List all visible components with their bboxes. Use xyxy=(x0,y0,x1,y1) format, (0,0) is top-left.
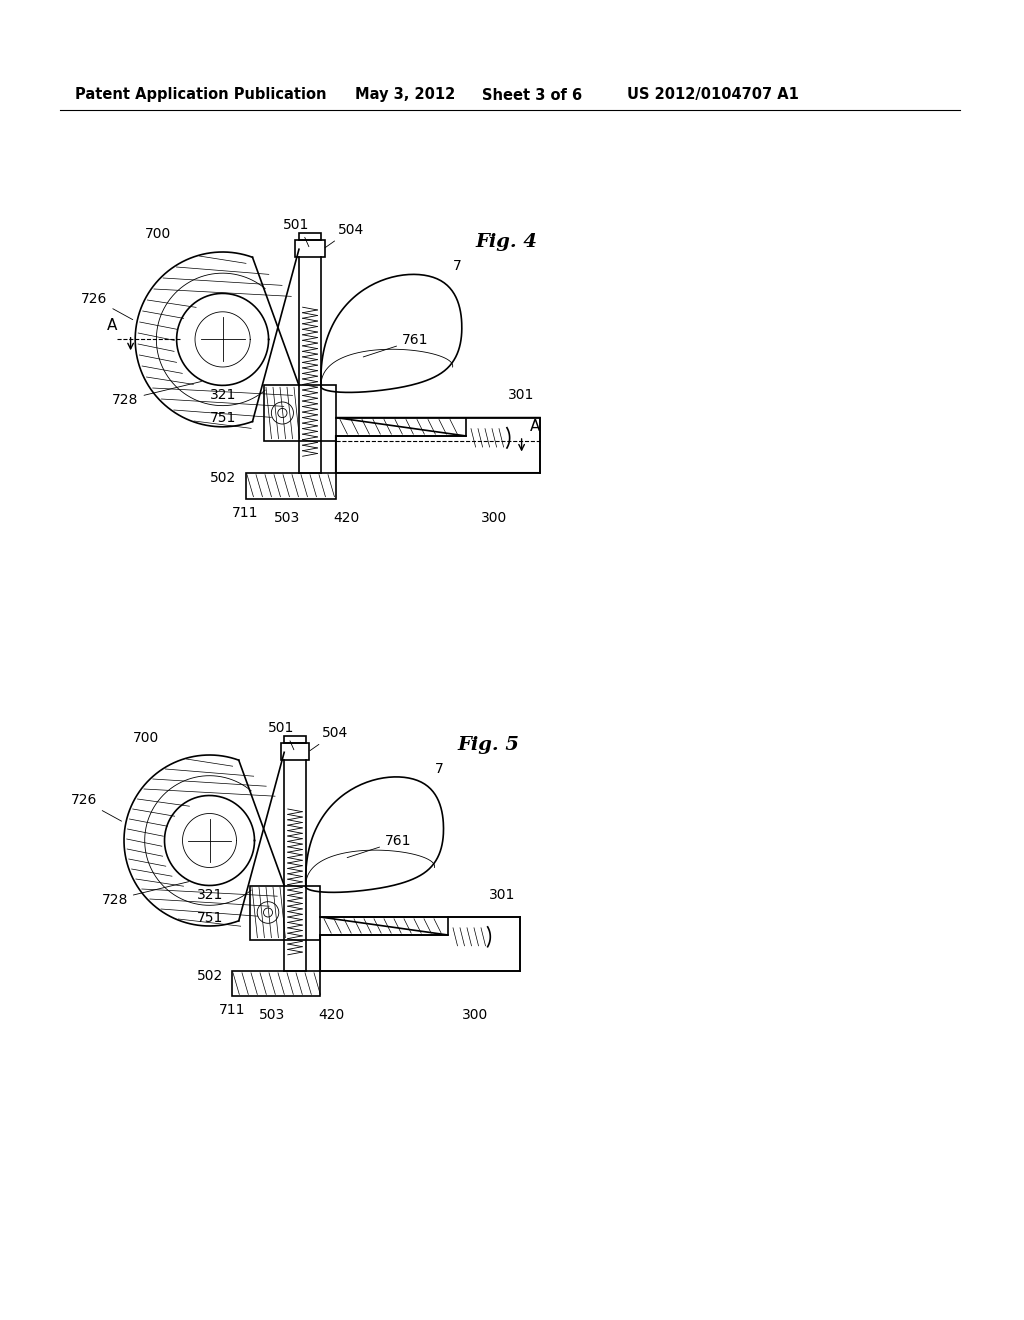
Text: 501: 501 xyxy=(283,218,309,247)
Bar xyxy=(264,385,336,441)
Bar xyxy=(246,473,336,499)
Text: 711: 711 xyxy=(231,506,258,520)
Text: 504: 504 xyxy=(326,223,364,248)
Text: 504: 504 xyxy=(310,726,348,751)
Text: 711: 711 xyxy=(218,1003,245,1018)
Text: Patent Application Publication: Patent Application Publication xyxy=(75,87,327,103)
Text: 728: 728 xyxy=(113,381,202,407)
Text: 761: 761 xyxy=(347,834,412,858)
Text: 301: 301 xyxy=(508,388,535,403)
Text: 502: 502 xyxy=(197,969,223,983)
Text: May 3, 2012: May 3, 2012 xyxy=(355,87,456,103)
Text: A: A xyxy=(530,420,541,434)
Text: 700: 700 xyxy=(144,227,171,242)
Text: Sheet 3 of 6: Sheet 3 of 6 xyxy=(482,87,582,103)
Text: 7: 7 xyxy=(453,260,462,273)
Bar xyxy=(250,886,321,940)
Text: 321: 321 xyxy=(210,388,237,403)
Bar xyxy=(232,972,321,997)
Text: 751: 751 xyxy=(197,911,223,924)
Text: US 2012/0104707 A1: US 2012/0104707 A1 xyxy=(627,87,799,103)
Text: 726: 726 xyxy=(81,292,133,319)
Text: 503: 503 xyxy=(259,1007,286,1022)
Text: 301: 301 xyxy=(488,888,515,902)
Text: 321: 321 xyxy=(197,888,223,902)
Bar xyxy=(299,232,322,240)
Bar xyxy=(285,737,306,743)
Text: 300: 300 xyxy=(481,511,507,524)
Text: 502: 502 xyxy=(210,471,237,484)
Text: 728: 728 xyxy=(101,882,188,907)
Text: 726: 726 xyxy=(71,793,122,821)
Text: 751: 751 xyxy=(210,412,237,425)
Text: 7: 7 xyxy=(434,762,443,776)
Text: 761: 761 xyxy=(364,333,428,356)
Text: 420: 420 xyxy=(317,1007,344,1022)
Text: 300: 300 xyxy=(462,1007,488,1022)
Bar xyxy=(281,743,309,759)
Text: Fig. 4: Fig. 4 xyxy=(475,234,538,251)
Text: 700: 700 xyxy=(133,730,160,744)
Text: Fig. 5: Fig. 5 xyxy=(457,737,519,755)
Text: A: A xyxy=(108,318,118,333)
Text: 503: 503 xyxy=(273,511,300,524)
Text: 501: 501 xyxy=(268,722,295,750)
Bar xyxy=(295,240,325,256)
Text: 420: 420 xyxy=(334,511,359,524)
